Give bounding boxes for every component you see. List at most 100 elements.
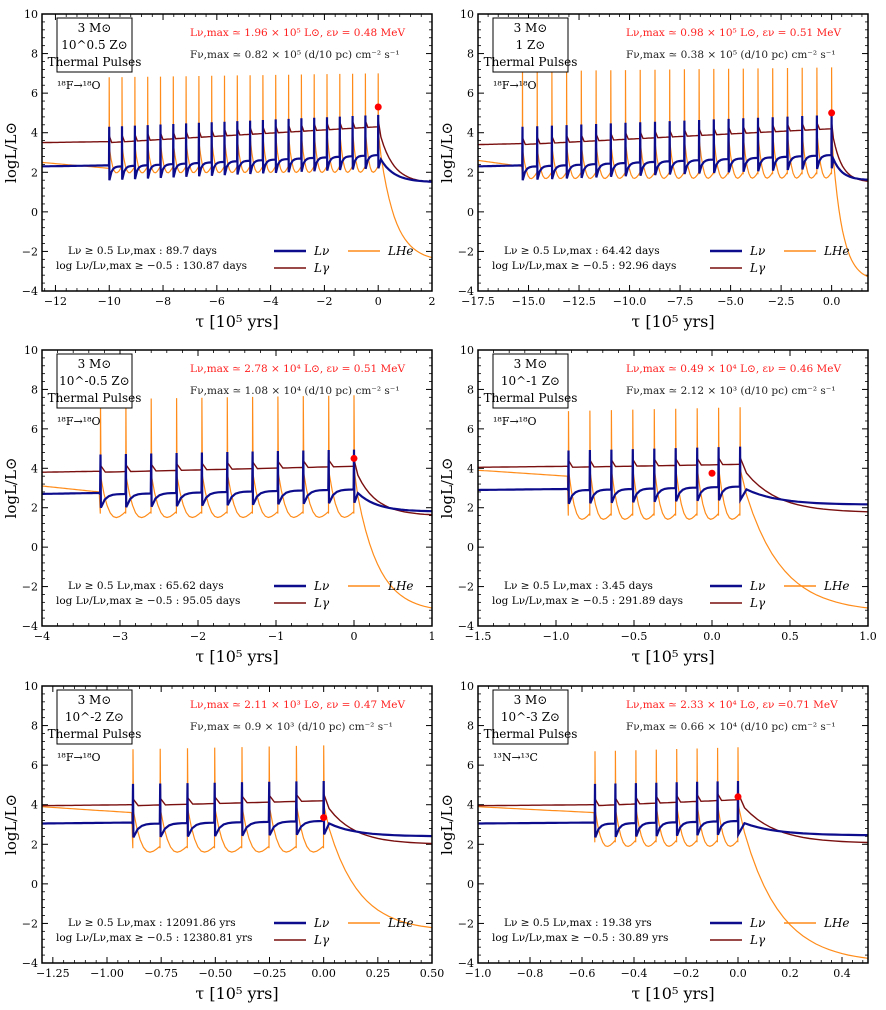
x-tick-label: −0.5 <box>621 630 648 643</box>
x-tick-label: 0.2 <box>781 967 799 980</box>
x-tick-label: 1 <box>429 630 436 643</box>
y-tick-label: −4 <box>22 957 38 970</box>
x-axis-label: τ [10⁵ yrs] <box>631 984 714 1003</box>
x-tick-label: −10.0 <box>613 295 647 308</box>
x-tick-label: 0.5 <box>781 630 799 643</box>
reaction-label: ¹³N→¹³C <box>493 751 538 764</box>
duration-annotation-2: log Lν/Lν,max ≥ −0.5 : 30.89 yrs <box>492 932 668 944</box>
legend-label-l-he: LHe <box>387 244 414 258</box>
y-tick-label: 10 <box>24 8 38 21</box>
title-box-line: 3 M⊙ <box>514 693 548 707</box>
series-group <box>42 395 432 609</box>
y-tick-label: 0 <box>467 206 474 219</box>
series-l-he <box>42 73 432 259</box>
lmax-annotation: Lν,max ≃ 1.96 × 10⁵ L⊙, εν = 0.48 MeV <box>190 27 405 39</box>
y-axis-label: logL/L⊙ <box>2 122 20 183</box>
x-tick-label: −1.0 <box>465 967 492 980</box>
y-tick-label: −4 <box>458 957 474 970</box>
legend-label-l-nu: Lν <box>749 244 765 258</box>
panel-2: −17.5 −15.0 −12.5 −10.0 −7.5 −5.0 −2.5 0.0 −4 −2 0… <box>438 8 869 331</box>
title-box <box>56 353 133 409</box>
duration-annotation-2: log Lν/Lν,max ≥ −0.5 : 95.05 days <box>56 595 240 607</box>
title-box-line: 10^0.5 Z⊙ <box>61 38 128 52</box>
y-tick-label: 0 <box>31 206 38 219</box>
legend-label-l-he: LHe <box>823 244 850 258</box>
series-l-nu <box>42 114 432 183</box>
title-box-line: 3 M⊙ <box>78 693 112 707</box>
series-l-nu <box>42 780 432 838</box>
series-l-gamma <box>42 119 432 183</box>
x-tick-label: −3 <box>112 630 128 643</box>
x-tick-label: 0.0 <box>729 967 747 980</box>
reaction-label: ¹⁸F→¹⁸O <box>57 415 101 428</box>
x-axis-label: τ [10⁵ yrs] <box>195 312 278 331</box>
lmax-annotation: Lν,max ≃ 2.78 × 10⁴ L⊙, εν = 0.51 MeV <box>190 363 405 375</box>
flux-annotation: Fν,max ≃ 0.82 × 10⁵ (d/10 pc) cm⁻² s⁻¹ <box>190 49 400 61</box>
reaction-label: ¹⁸F→¹⁸O <box>57 751 101 764</box>
x-axis-label: τ [10⁵ yrs] <box>195 647 278 666</box>
x-tick-label: −0.2 <box>673 967 700 980</box>
y-tick-label: 8 <box>467 48 474 61</box>
y-tick-label: 0 <box>467 541 474 554</box>
x-tick-label: 0 <box>375 295 382 308</box>
x-tick-label: −1.00 <box>90 967 124 980</box>
title-box-line: Thermal Pulses <box>48 727 142 741</box>
title-box <box>56 689 133 745</box>
x-tick-label: −6 <box>209 295 225 308</box>
y-tick-label: 4 <box>31 127 38 140</box>
y-axis-label: logL/L⊙ <box>438 794 456 855</box>
y-axis-label: logL/L⊙ <box>2 794 20 855</box>
duration-annotation-1: Lν ≥ 0.5 Lν,max : 89.7 days <box>68 245 217 257</box>
legend-label-l-nu: Lν <box>749 916 765 930</box>
series-l-gamma <box>478 455 868 513</box>
series-l-nu <box>42 449 432 513</box>
y-tick-label: 4 <box>31 799 38 812</box>
reaction-label: ¹⁸F→¹⁸O <box>493 79 537 92</box>
y-tick-label: 6 <box>467 87 474 100</box>
x-tick-label: −0.75 <box>144 967 178 980</box>
legend-label-l-nu: Lν <box>313 244 329 258</box>
x-tick-label: −1.25 <box>36 967 70 980</box>
y-tick-label: 8 <box>467 720 474 733</box>
legend-label-l-he: LHe <box>387 579 414 593</box>
y-axis-label: logL/L⊙ <box>438 122 456 183</box>
y-tick-label: 2 <box>467 166 474 179</box>
title-box-line: 10^-1 Z⊙ <box>501 374 560 388</box>
x-tick-label: −0.8 <box>517 967 544 980</box>
y-tick-label: −4 <box>458 620 474 633</box>
title-box-line: Thermal Pulses <box>48 55 142 69</box>
duration-annotation-2: log Lν/Lν,max ≥ −0.5 : 12380.81 yrs <box>56 932 252 944</box>
y-axis-label: logL/L⊙ <box>438 458 456 519</box>
x-tick-label: −0.50 <box>198 967 232 980</box>
x-tick-label: −2 <box>190 630 206 643</box>
series-l-gamma <box>42 792 432 845</box>
x-tick-label: −12.5 <box>562 295 596 308</box>
x-axis-label: τ [10⁵ yrs] <box>631 647 714 666</box>
legend-label-l-nu: Lν <box>749 579 765 593</box>
peak-marker <box>320 814 328 822</box>
legend-label-l-he: LHe <box>387 916 414 930</box>
x-tick-label: −7.5 <box>667 295 694 308</box>
y-tick-label: 6 <box>31 759 38 772</box>
x-tick-label: −5.0 <box>717 295 744 308</box>
legend-label-l-he: LHe <box>823 916 850 930</box>
y-axis-label: logL/L⊙ <box>2 458 20 519</box>
flux-annotation: Fν,max ≃ 0.9 × 10³ (d/10 pc) cm⁻² s⁻¹ <box>190 721 393 733</box>
x-tick-label: −1.0 <box>543 630 570 643</box>
y-tick-label: −4 <box>458 285 474 298</box>
x-axis-label: τ [10⁵ yrs] <box>631 312 714 331</box>
legend-label-l-gamma: Lγ <box>749 261 766 275</box>
flux-annotation: Fν,max ≃ 0.38 × 10⁵ (d/10 pc) cm⁻² s⁻¹ <box>626 49 836 61</box>
y-tick-label: 6 <box>467 423 474 436</box>
title-box-line: 3 M⊙ <box>78 357 112 371</box>
series-l-nu <box>478 780 868 839</box>
legend-label-l-gamma: Lγ <box>749 596 766 610</box>
x-tick-label: −1 <box>268 630 284 643</box>
x-tick-label: −0.4 <box>621 967 648 980</box>
x-tick-label: 0.50 <box>420 967 445 980</box>
y-tick-label: 10 <box>24 680 38 693</box>
x-tick-label: 1.0 <box>859 630 877 643</box>
lmax-annotation: Lν,max ≃ 0.98 × 10⁵ L⊙, εν = 0.51 MeV <box>626 27 841 39</box>
series-l-nu <box>478 446 868 506</box>
